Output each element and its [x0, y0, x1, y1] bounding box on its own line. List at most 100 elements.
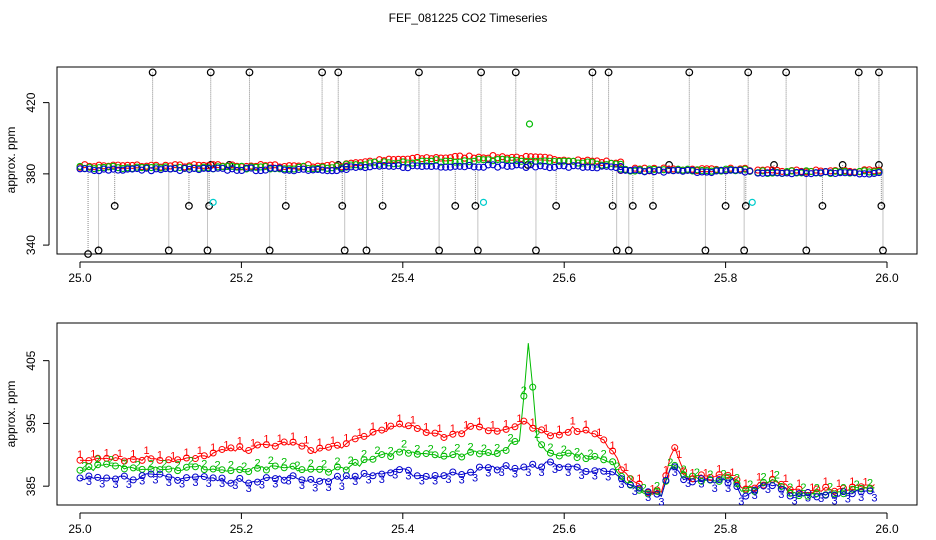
series-2-circle: [458, 453, 466, 461]
series-3-point: [242, 164, 250, 172]
series-2-point: [527, 157, 535, 165]
series-3-label: 3: [392, 469, 398, 481]
figure-title: FEF_081225 CO2 Timeseries: [389, 11, 548, 25]
series-3-circle: [289, 472, 297, 480]
series-3-point: [602, 162, 611, 170]
series-2-point: [451, 158, 459, 166]
series-1-label: 1: [783, 473, 789, 485]
connector-lines-top: [87, 72, 884, 254]
series-1-label: 1: [716, 464, 722, 476]
series-3-point: [119, 166, 127, 174]
series-1-label: 1: [463, 419, 469, 431]
x-tick-label-top: 25.8: [714, 271, 738, 285]
series-3-label: 3: [299, 480, 305, 492]
series-2-circle: [280, 464, 288, 472]
series-3-label: 3: [738, 496, 744, 508]
series-1-circle: [538, 426, 546, 434]
series-2-label: 2: [401, 438, 407, 450]
outlier-point: [206, 68, 215, 77]
series-3-label: 3: [512, 468, 518, 480]
series-3-circle: [413, 472, 421, 480]
series-3-label: 3: [272, 479, 278, 491]
series-1-circle: [484, 427, 492, 435]
series-3-circle: [76, 474, 84, 482]
series-1-circle: [396, 420, 404, 428]
series-1-label: 1: [556, 424, 562, 436]
x-tick-label-bottom: 25.6: [553, 522, 577, 536]
series-3-point: [233, 166, 241, 174]
series-2-label: 2: [800, 482, 806, 494]
series-3-point: [778, 169, 786, 177]
series-3-circle: [342, 472, 350, 480]
series-3-point: [380, 162, 388, 170]
series-3-point: [698, 168, 706, 176]
outlier-point: [435, 246, 444, 255]
series-2-point: [138, 164, 146, 172]
series-3-point: [788, 170, 796, 178]
series-3-point: [645, 167, 653, 175]
series-3-point: [641, 168, 649, 176]
series-3-point: [565, 163, 573, 171]
series-2-point: [494, 155, 502, 164]
series-3-point: [147, 167, 155, 175]
series-1-circle: [555, 431, 563, 439]
series-1-circle: [147, 455, 155, 463]
series-3-point: [157, 166, 165, 174]
series-2-label: 2: [827, 481, 833, 493]
series-3-circle: [715, 476, 723, 484]
series-3-point: [607, 163, 615, 171]
series-3-point: [797, 168, 806, 176]
series-1-circle: [209, 449, 217, 457]
outlier-point: [203, 246, 212, 255]
series-2-label: 2: [135, 459, 141, 471]
outlier-point: [741, 202, 750, 210]
series-2-label: 2: [614, 461, 620, 473]
series-3-label: 3: [419, 476, 425, 488]
series-2-circle: [254, 464, 262, 472]
series-2-circle: [289, 462, 297, 470]
series-2-circle: [360, 456, 368, 464]
series-3-point: [764, 169, 772, 177]
series-1-label: 1: [570, 416, 576, 428]
plot-frame-top: [56, 66, 918, 255]
outlier-point: [245, 68, 254, 77]
series-3-label: 3: [499, 467, 505, 479]
series-3-point: [860, 170, 868, 178]
flag-markers-top: [209, 120, 756, 206]
series-2-point: [650, 165, 658, 173]
outlier-point: [532, 246, 540, 255]
series-2-circle: [697, 477, 705, 485]
series-1-circle: [236, 443, 244, 451]
series-1-label: 1: [796, 478, 802, 490]
series-2-circle: [227, 467, 235, 475]
series-1-label: 1: [769, 468, 775, 480]
series-2-point: [252, 163, 260, 171]
series-2-label: 2: [374, 445, 380, 457]
outlier-point: [770, 161, 778, 169]
series-1-circle: [431, 429, 439, 437]
series-3-point: [90, 166, 98, 175]
series-3-label: 3: [831, 495, 837, 507]
series-labels-bottom: 1 1 1 1 1 1 1 1 1 1 1 1 1 1 1 1 1 1 1 1 1 1 1 11 11 1 1 1 1 1 1 1 1 1 11 11…: [77, 385, 878, 508]
series-1-label: 1: [623, 462, 629, 474]
series-3-point: [342, 163, 350, 171]
series-2-label: 2: [188, 456, 194, 468]
series-3-label: 3: [179, 479, 185, 491]
flag-point: [479, 198, 488, 206]
series-3-line: [79, 461, 875, 498]
series-1-point: [513, 153, 521, 161]
series-3-circle: [262, 474, 270, 482]
series-3-label: 3: [539, 467, 545, 479]
series-3-label: 3: [485, 468, 491, 480]
series-3-point: [214, 164, 222, 172]
series-3-point: [793, 168, 801, 176]
series-2-point: [860, 167, 868, 175]
series-2-circle: [378, 451, 386, 459]
series-2-label: 2: [334, 456, 340, 468]
series-2-label: 2: [694, 467, 700, 479]
series-3-label: 3: [312, 483, 318, 495]
series-3-point: [209, 165, 217, 173]
series-1-point: [413, 153, 421, 161]
series-1-circle: [591, 430, 599, 438]
series-1-circle: [440, 433, 448, 441]
